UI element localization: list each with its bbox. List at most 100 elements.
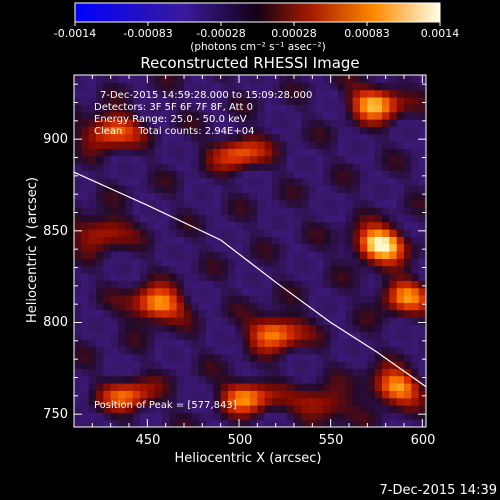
heatmap-cell — [154, 258, 163, 267]
heatmap-cell — [169, 148, 178, 157]
heatmap-cell — [411, 243, 420, 252]
heatmap-cell — [132, 295, 141, 303]
heatmap-cell — [140, 258, 148, 267]
heatmap-cell — [125, 309, 134, 318]
heatmap-cell — [338, 221, 346, 230]
heatmap-cell — [220, 397, 229, 406]
heatmap-cell — [374, 302, 383, 311]
heatmap-cell — [301, 82, 310, 91]
heatmap-cell — [74, 177, 82, 186]
heatmap-cell — [154, 317, 163, 325]
heatmap-cell — [213, 207, 222, 215]
heatmap-cell — [140, 177, 148, 186]
heatmap-cell — [103, 185, 112, 193]
heatmap-cell — [382, 163, 390, 171]
heatmap-cell — [338, 126, 346, 135]
heatmap-cell — [213, 302, 222, 311]
heatmap-cell — [162, 111, 170, 120]
heatmap-cell — [286, 126, 295, 135]
heatmap-cell — [294, 119, 302, 127]
heatmap-cell — [272, 317, 280, 325]
heatmap-cell — [110, 221, 119, 230]
heatmap-cell — [294, 346, 302, 355]
heatmap-cell — [125, 163, 134, 171]
heatmap-cell — [110, 317, 119, 325]
heatmap-cell — [330, 375, 339, 384]
heatmap-cell — [235, 397, 244, 406]
x-tick-label: 550 — [319, 433, 344, 448]
heatmap-cell — [169, 133, 178, 142]
heatmap-cell — [323, 280, 332, 289]
heatmap-cell — [147, 148, 156, 157]
heatmap-cell — [279, 82, 288, 91]
heatmap-cell — [74, 155, 82, 164]
heatmap-cell — [294, 185, 302, 193]
heatmap-cell — [81, 412, 90, 421]
heatmap-cell — [264, 126, 273, 135]
heatmap-cell — [140, 346, 148, 355]
heatmap-cell — [125, 229, 134, 237]
heatmap-cell — [81, 361, 90, 369]
heatmap-cell — [176, 214, 185, 223]
heatmap-cell — [360, 346, 368, 355]
heatmap-cell — [264, 375, 273, 384]
heatmap-cell — [198, 97, 207, 105]
heatmap-cell — [301, 199, 310, 208]
heatmap-cell — [125, 177, 134, 186]
colorbar-units: (photons cm⁻² s⁻¹ asec⁻²) — [190, 41, 325, 53]
heatmap-cell — [316, 229, 324, 237]
heatmap-cell — [338, 368, 346, 377]
heatmap-cell — [382, 185, 390, 193]
heatmap-cell — [213, 199, 222, 208]
heatmap-cell — [198, 141, 207, 149]
heatmap-cell — [367, 273, 376, 281]
heatmap-cell — [286, 346, 295, 355]
heatmap-cell — [118, 111, 126, 120]
heatmap-cell — [272, 397, 280, 406]
heatmap-cell — [279, 251, 288, 259]
heatmap-cell — [88, 163, 97, 171]
heatmap-cell — [404, 302, 412, 311]
heatmap-cell — [294, 104, 302, 113]
heatmap-cell — [206, 317, 214, 325]
heatmap-cell — [257, 229, 266, 237]
heatmap-cell — [235, 148, 244, 157]
heatmap-cell — [96, 141, 104, 149]
heatmap-cell — [389, 126, 398, 135]
heatmap-cell — [103, 155, 112, 164]
heatmap-cell — [374, 280, 383, 289]
heatmap-cell — [169, 419, 178, 427]
heatmap-cell — [411, 199, 420, 208]
heatmap-cell — [125, 251, 134, 259]
heatmap-cell — [162, 229, 170, 237]
heatmap-cell — [154, 397, 163, 406]
heatmap-cell — [352, 361, 361, 369]
heatmap-cell — [279, 133, 288, 142]
heatmap-cell — [191, 243, 200, 252]
heatmap-cell — [228, 346, 236, 355]
heatmap-cell — [367, 111, 376, 120]
heatmap-cell — [198, 82, 207, 91]
heatmap-cell — [411, 97, 420, 105]
heatmap-cell — [352, 155, 361, 164]
heatmap-cell — [220, 390, 229, 399]
annotation-peak-position: Position of Peak = [577,843] — [94, 400, 237, 411]
heatmap-cell — [242, 192, 251, 201]
heatmap-cell — [125, 119, 134, 127]
heatmap-cell — [286, 214, 295, 223]
heatmap-cell — [176, 82, 185, 91]
heatmap-cell — [110, 353, 119, 362]
heatmap-cell — [382, 302, 390, 311]
heatmap-cell — [103, 346, 112, 355]
heatmap-cell — [323, 405, 332, 413]
heatmap-cell — [411, 383, 420, 391]
heatmap-cell — [382, 119, 390, 127]
heatmap-cell — [330, 265, 339, 274]
heatmap-cell — [301, 163, 310, 171]
heatmap-cell — [88, 185, 97, 193]
heatmap-cell — [352, 375, 361, 384]
heatmap-cell — [411, 229, 420, 237]
heatmap-cell — [206, 148, 214, 157]
heatmap-cell — [389, 346, 398, 355]
heatmap-cell — [338, 177, 346, 186]
